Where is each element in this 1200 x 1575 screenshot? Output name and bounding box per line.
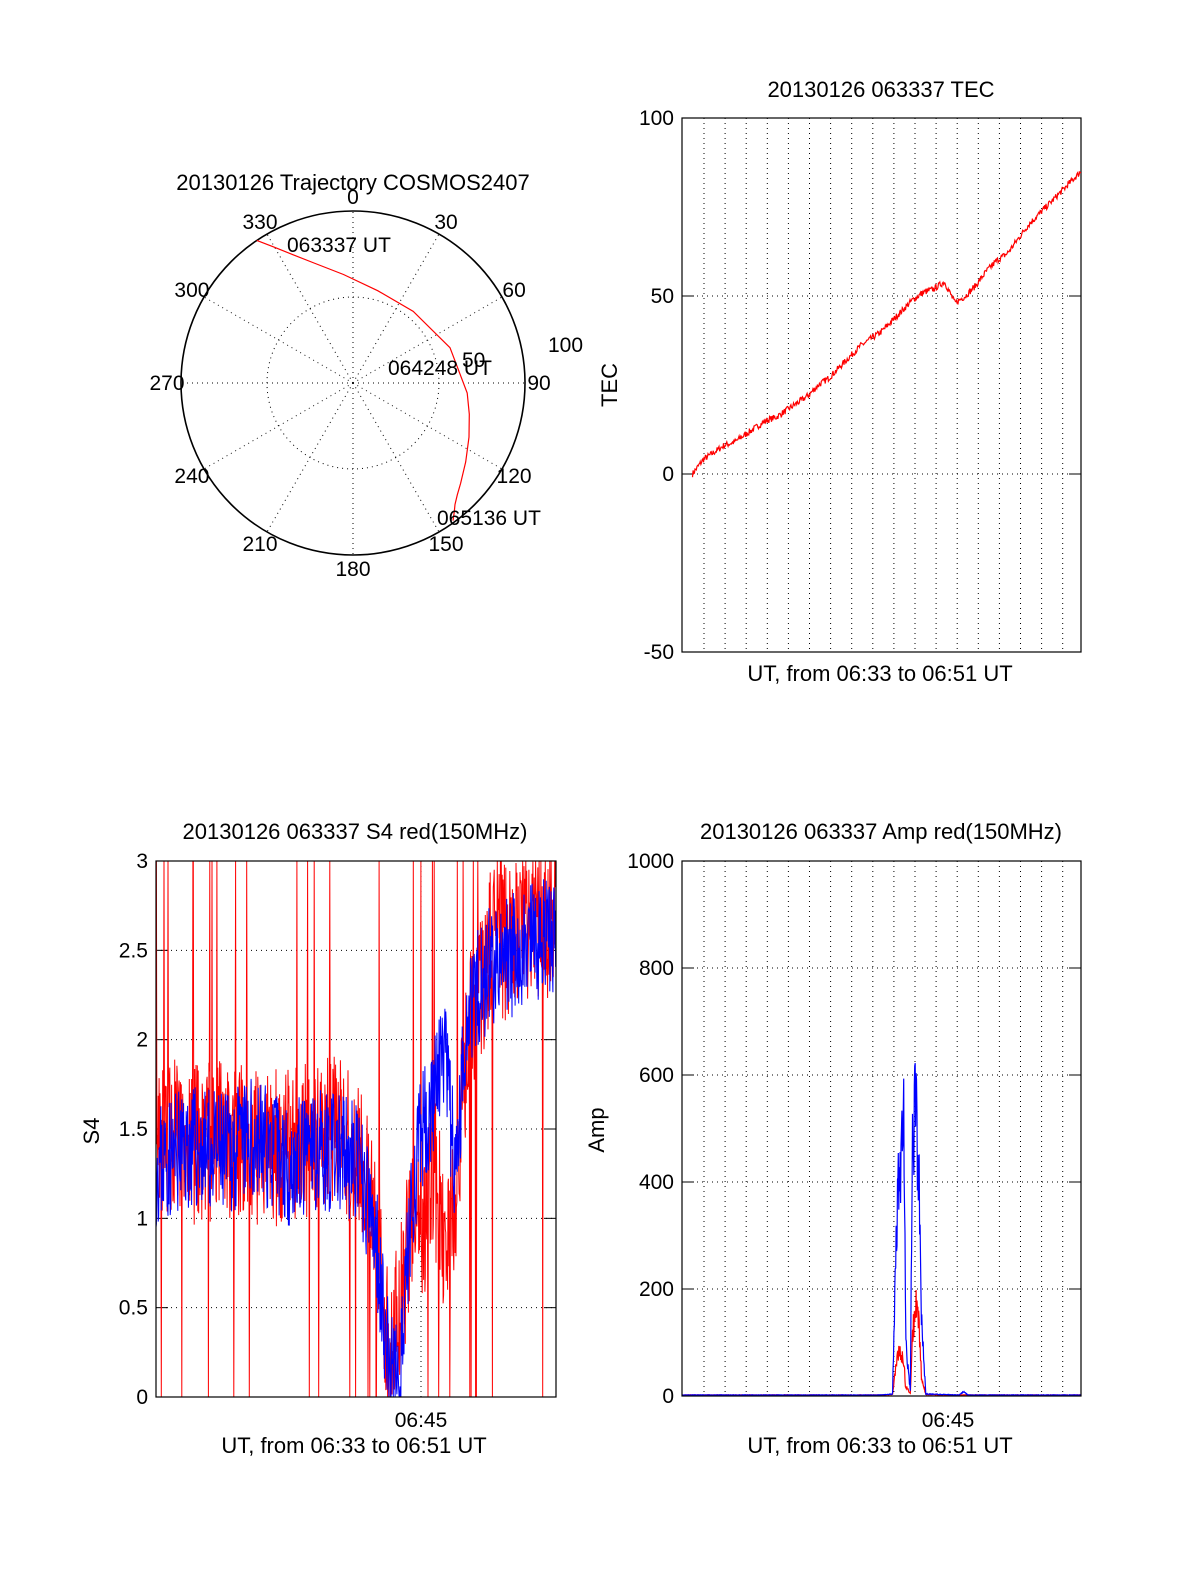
y-tick-label: 3: [136, 850, 148, 873]
tec-y-axis-label: TEC: [597, 363, 622, 407]
polar-azimuth-label: 330: [242, 211, 277, 234]
polar-spoke: [203, 382, 354, 470]
tec-plot-frame: [681, 117, 1082, 653]
y-tick-label: -50: [644, 641, 674, 664]
polar-spoke: [352, 382, 503, 470]
s4-y-axis-label: S4: [79, 1118, 104, 1145]
tec-title: 20130126 063337 TEC: [767, 77, 994, 102]
s4-y-ticks: 0 0.5 1 1.5 2 2.5 3: [119, 850, 556, 1409]
polar-azimuth-label: 60: [502, 279, 525, 302]
polar-azimuth-label: 90: [527, 372, 550, 395]
y-tick-label: 1.5: [119, 1118, 148, 1141]
polar-spoke: [266, 382, 354, 533]
y-tick-label: 0: [662, 1385, 674, 1408]
polar-azimuth-label: 300: [174, 279, 209, 302]
s4-title: 20130126 063337 S4 red(150MHz): [183, 819, 528, 844]
y-tick-label: 800: [639, 957, 674, 980]
amp-x-tick-label: 06:45: [922, 1409, 975, 1432]
y-tick-label: 400: [639, 1171, 674, 1194]
y-tick-label: 2: [136, 1029, 148, 1052]
tec-x-axis-label: UT, from 06:33 to 06:51 UT: [747, 661, 1012, 686]
amp-panel: 20130126 063337 Amp red(150MHz) 0 200 400 6…: [584, 819, 1082, 1458]
polar-spoke: [352, 233, 440, 384]
amp-grid: [682, 861, 1081, 1396]
polar-spoke: [352, 296, 503, 384]
polar-azimuth-label: 240: [174, 465, 209, 488]
tec-series-line: [691, 170, 1081, 478]
polar-spokes: [181, 211, 525, 555]
y-tick-label: 1000: [627, 850, 674, 873]
y-tick-label: 1: [136, 1207, 148, 1230]
y-tick-label: 200: [639, 1278, 674, 1301]
y-tick-label: 0.5: [119, 1297, 148, 1320]
y-tick-label: 2.5: [119, 939, 148, 962]
polar-end-time-label: 065136 UT: [437, 507, 541, 530]
polar-outer-circle: [180, 210, 526, 556]
amp-x-axis-label: UT, from 06:33 to 06:51 UT: [747, 1433, 1012, 1458]
tec-y-ticks: -50 0 50 100: [639, 107, 1081, 664]
tec-grid: [682, 118, 1081, 652]
s4-blue-series-line: [155, 875, 557, 1398]
amp-y-ticks: 0 200 400 600 800 1000: [627, 850, 1081, 1408]
y-tick-label: 600: [639, 1064, 674, 1087]
polar-azimuth-label: 30: [434, 211, 457, 234]
polar-trajectory-panel: 20130126 Trajectory COSMOS2407 0 30 60 90 12…: [149, 170, 583, 581]
polar-mid-time-label: 064248 UT: [388, 357, 492, 380]
y-tick-label: 0: [662, 463, 674, 486]
amp-plot-frame: [681, 860, 1082, 1397]
polar-radial-label-50: 50: [462, 349, 485, 372]
amp-y-axis-label: Amp: [584, 1107, 609, 1152]
polar-azimuth-labels: 0 30 60 90 120 150 180 210 240 270 300 330: [149, 186, 550, 581]
s4-plot-frame: [155, 860, 557, 1398]
y-tick-label: 50: [651, 285, 674, 308]
y-tick-label: 100: [639, 107, 674, 130]
polar-azimuth-label: 270: [149, 372, 184, 395]
amp-red-series-line: [682, 1289, 1081, 1397]
s4-x-axis-label: UT, from 06:33 to 06:51 UT: [221, 1433, 486, 1458]
polar-trajectory-line: [256, 239, 470, 521]
polar-azimuth-label: 180: [335, 558, 370, 581]
s4-panel: 20130126 063337 S4 red(150MHz) 0 0.5 1 1.5 2…: [79, 819, 557, 1458]
polar-spoke: [266, 233, 354, 384]
polar-azimuth-label: 120: [497, 465, 532, 488]
y-tick-label: 0: [136, 1386, 148, 1409]
amp-blue-series-line: [681, 1063, 1082, 1397]
s4-series-lines: [155, 860, 557, 1398]
tec-panel: 20130126 063337 TEC -50 0 50 100 TEC UT, fr…: [597, 77, 1082, 686]
polar-radial-label-100: 100: [548, 334, 583, 357]
polar-title: 20130126 Trajectory COSMOS2407: [176, 170, 529, 195]
polar-azimuth-label: 150: [428, 533, 463, 556]
amp-title: 20130126 063337 Amp red(150MHz): [700, 819, 1062, 844]
polar-spoke: [203, 296, 354, 384]
polar-azimuth-label: 0: [347, 186, 359, 209]
polar-spoke: [352, 382, 440, 533]
amp-series-lines: [681, 1063, 1082, 1397]
polar-azimuth-label: 210: [242, 533, 277, 556]
s4-x-tick-label: 06:45: [395, 1409, 448, 1432]
polar-start-time-label: 063337 UT: [287, 234, 391, 257]
